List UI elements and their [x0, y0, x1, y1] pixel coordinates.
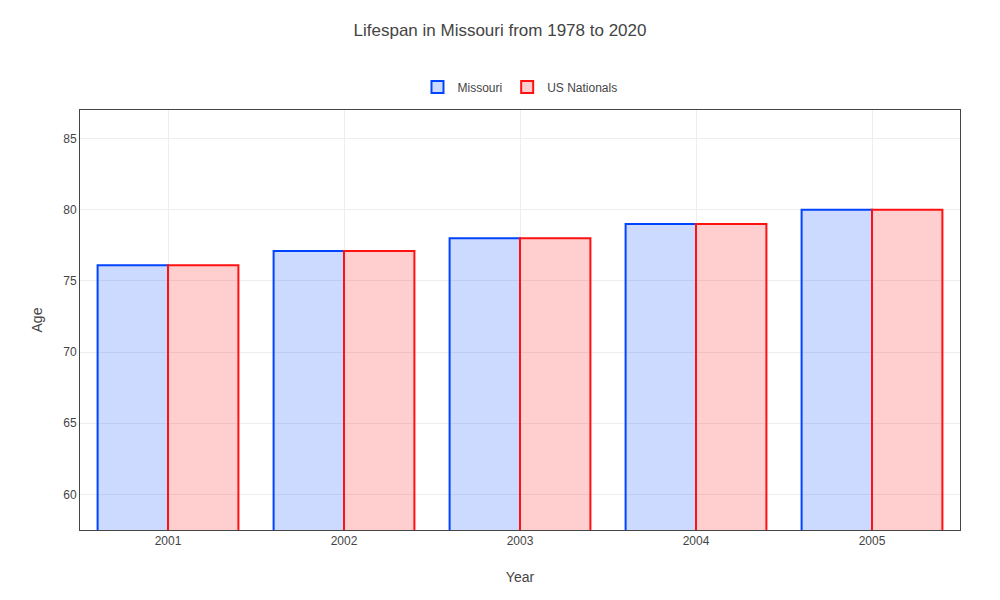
svg-text:2002: 2002: [331, 534, 358, 548]
svg-text:80: 80: [63, 203, 77, 217]
svg-text:65: 65: [63, 416, 77, 430]
svg-text:Missouri: Missouri: [458, 81, 503, 95]
svg-text:US Nationals: US Nationals: [547, 81, 617, 95]
svg-text:2001: 2001: [155, 534, 182, 548]
svg-text:Year: Year: [506, 569, 535, 585]
svg-text:75: 75: [63, 274, 77, 288]
svg-text:70: 70: [63, 345, 77, 359]
svg-text:2004: 2004: [683, 534, 710, 548]
svg-text:Lifespan in Missouri from 1978: Lifespan in Missouri from 1978 to 2020: [354, 21, 647, 40]
svg-text:2005: 2005: [859, 534, 886, 548]
svg-text:60: 60: [63, 488, 77, 502]
svg-text:Age: Age: [29, 307, 45, 332]
svg-text:2003: 2003: [507, 534, 534, 548]
svg-text:85: 85: [63, 132, 77, 146]
